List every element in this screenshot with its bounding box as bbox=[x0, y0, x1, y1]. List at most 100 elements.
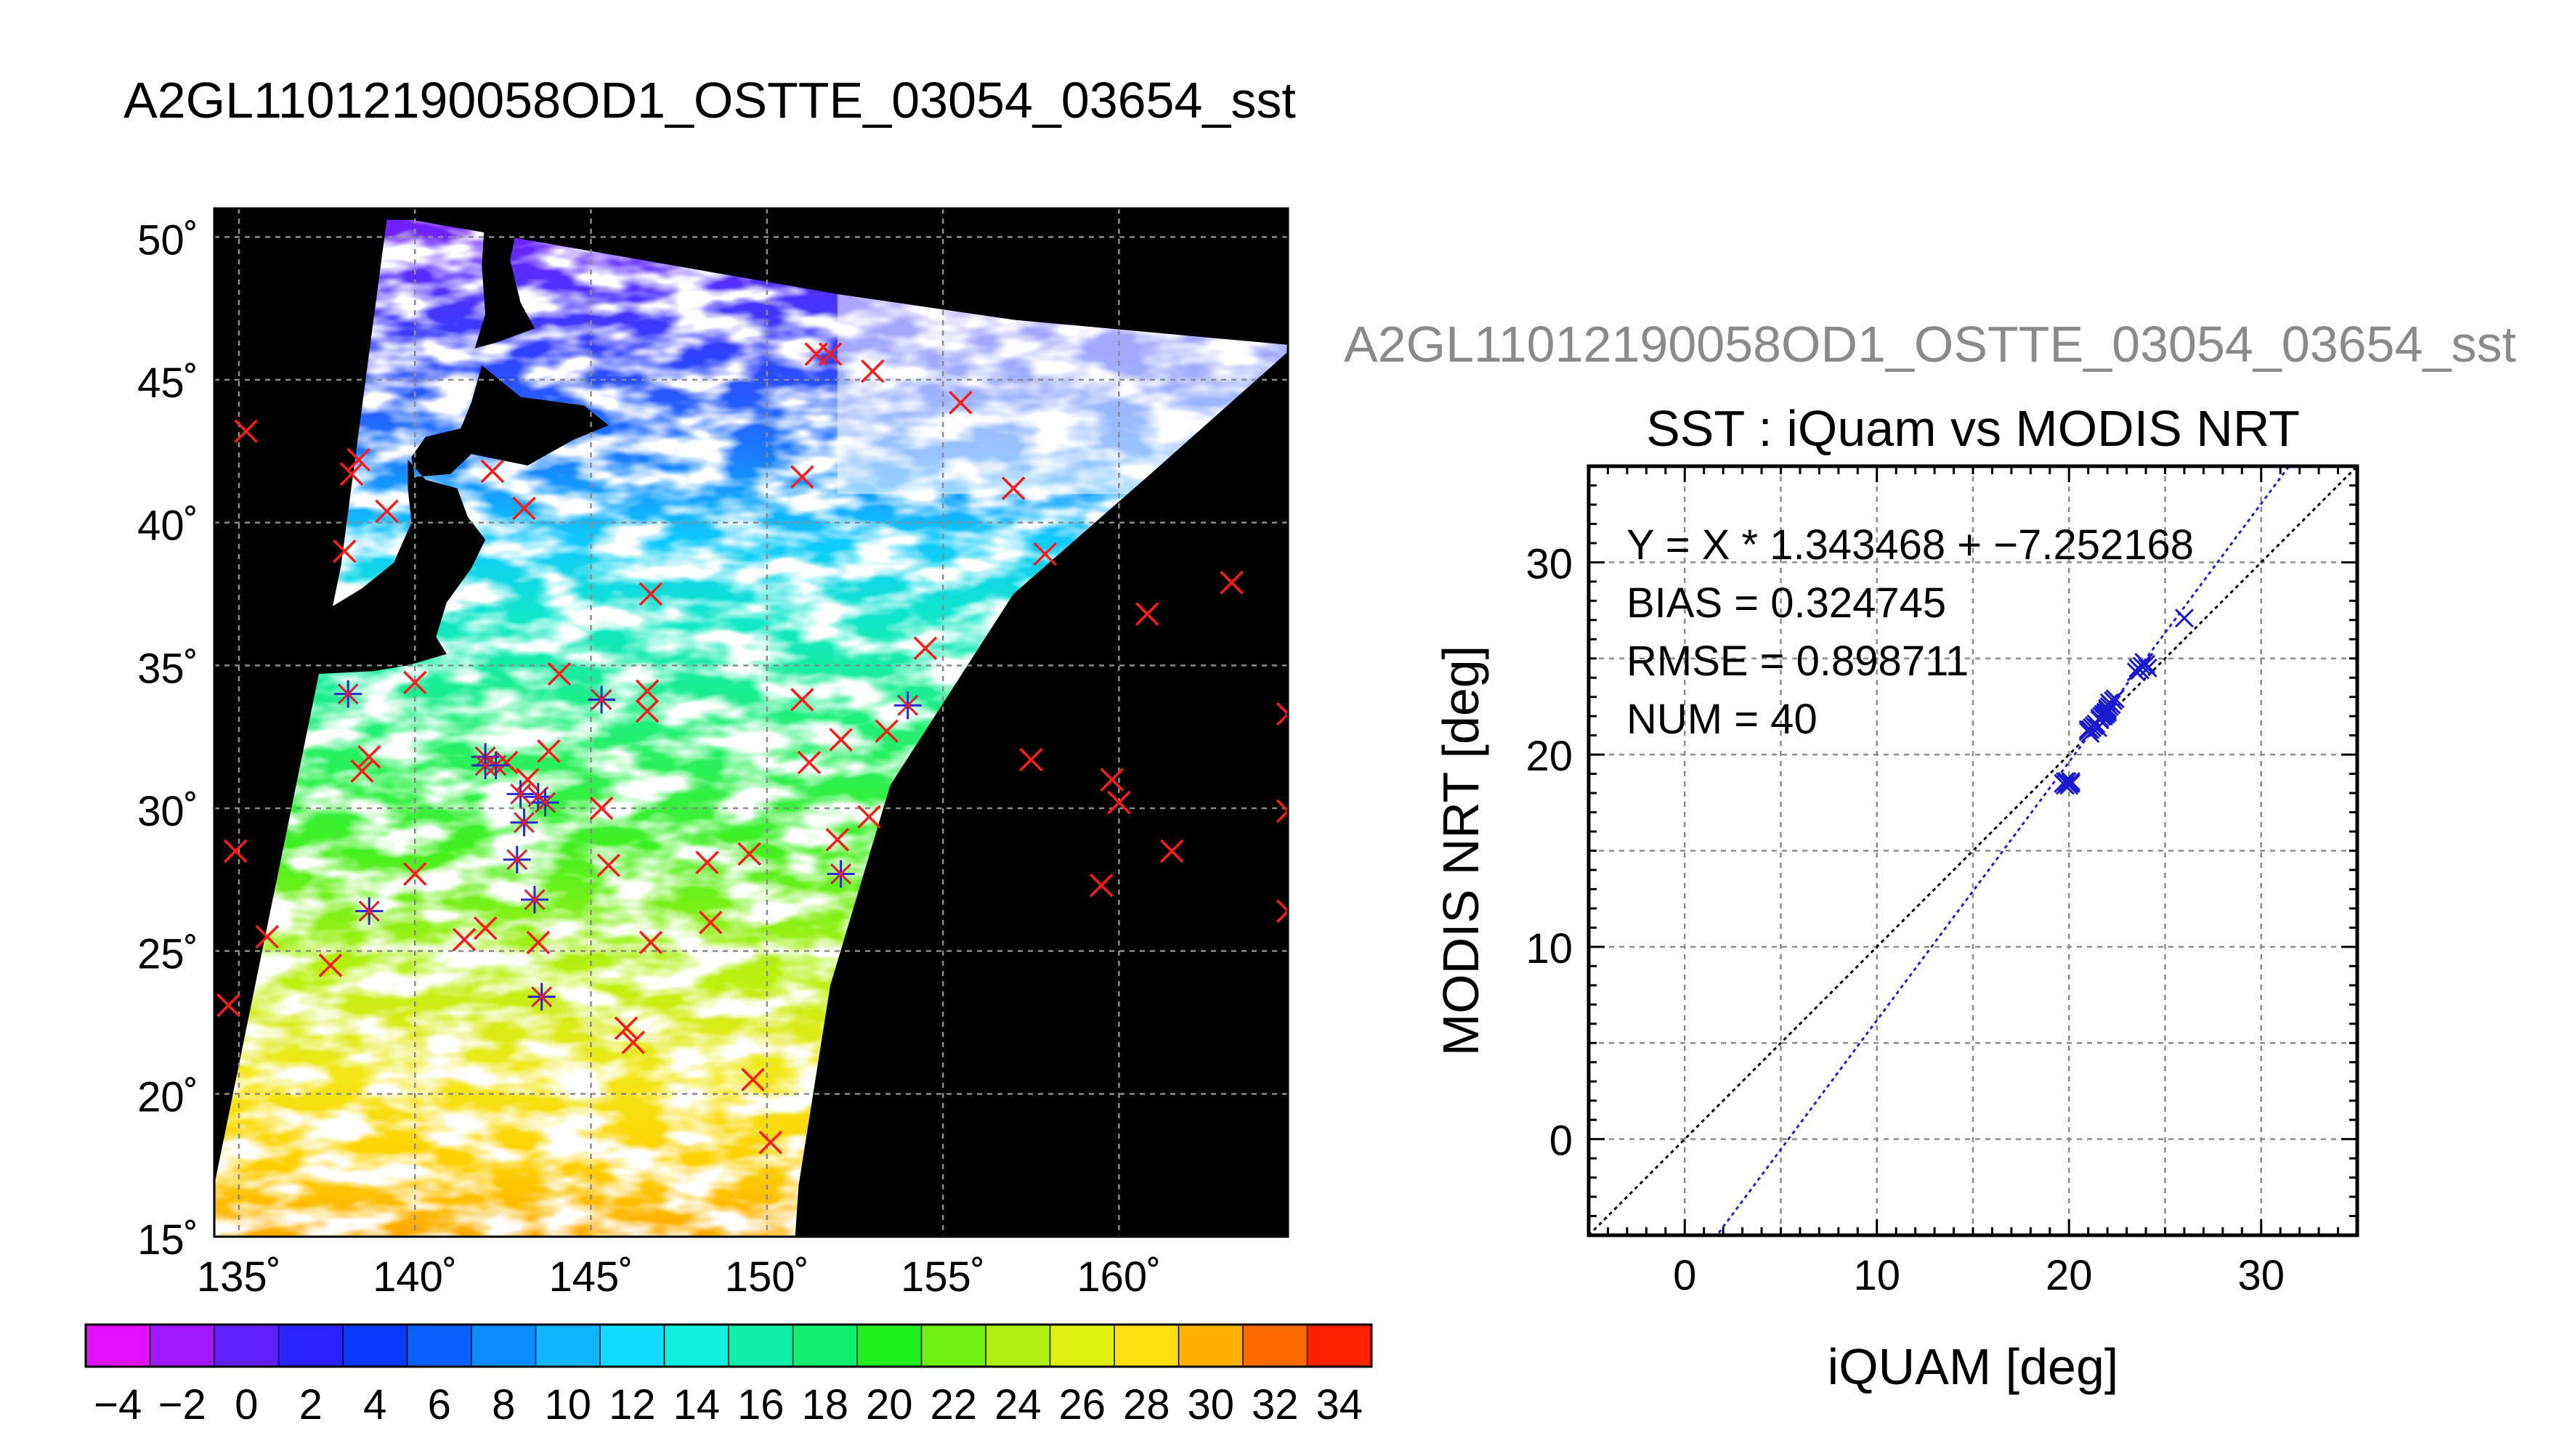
x-tick-label: 10 bbox=[1853, 1252, 1900, 1299]
data-point bbox=[2061, 773, 2080, 793]
lat-tick-label: 20˚ bbox=[137, 1073, 198, 1121]
colorbar-label: −2 bbox=[158, 1381, 206, 1428]
lon-tick-label: 145˚ bbox=[548, 1253, 633, 1301]
colorbar-cell bbox=[1307, 1325, 1372, 1367]
iquam-marker bbox=[790, 688, 814, 712]
iquam-marker bbox=[758, 1130, 782, 1155]
y-tick-label: 20 bbox=[1525, 733, 1573, 780]
lon-tick-label: 135˚ bbox=[197, 1253, 281, 1301]
colorbar-label: 14 bbox=[673, 1381, 720, 1428]
iquam-marker bbox=[1220, 571, 1244, 595]
colorbar-cell bbox=[729, 1325, 794, 1367]
data-point bbox=[2174, 609, 2195, 628]
lat-tick-label: 25˚ bbox=[137, 931, 198, 978]
iquam-marker bbox=[223, 839, 248, 863]
lon-tick-label: 160˚ bbox=[1077, 1253, 1161, 1301]
colorbar-labels: −4 −2 0 2 4 6 8 10 12 14 16 18 20 22 24 26 28 30 32 34 bbox=[94, 1381, 1363, 1428]
x-tick-label: 20 bbox=[2046, 1252, 2093, 1299]
iquam-marker bbox=[452, 927, 477, 952]
iquam-marker bbox=[537, 739, 561, 763]
iquam-markers bbox=[216, 342, 1288, 1155]
iquam-marker bbox=[350, 759, 374, 784]
data-point bbox=[2105, 689, 2125, 709]
lat-tick-label: 50˚ bbox=[137, 216, 198, 264]
iquam-marker bbox=[949, 391, 973, 415]
x-axis-label: iQUAM [deg] bbox=[1828, 1338, 2119, 1395]
scatter-points bbox=[2054, 609, 2195, 795]
colorbar-cell bbox=[857, 1325, 923, 1367]
scatter-plot: SST : iQuam vs MODIS NRT 0 10 20 300102030 … bbox=[1432, 400, 2359, 1395]
iquam-marker bbox=[639, 930, 663, 955]
colorbar-cell bbox=[86, 1325, 151, 1367]
colorbar-cell bbox=[1243, 1325, 1308, 1367]
colorbar-label: 4 bbox=[363, 1381, 386, 1428]
colorbar-cell bbox=[600, 1325, 665, 1367]
land-sakhalin bbox=[474, 208, 535, 349]
iquam-marker bbox=[1159, 839, 1184, 863]
colorbar-cell bbox=[278, 1325, 344, 1367]
scatter-ticks: 0 10 20 30 0 10 20 30 bbox=[1525, 465, 2359, 1299]
iquam-marker bbox=[635, 699, 660, 723]
colorbar-cell bbox=[343, 1325, 408, 1367]
colorbar-label: 18 bbox=[801, 1381, 848, 1428]
iquam-marker bbox=[347, 447, 370, 472]
colorbar-cell bbox=[1114, 1325, 1180, 1367]
iquam-marker bbox=[825, 828, 849, 852]
iquam-marker bbox=[1019, 747, 1043, 772]
iquam-marker bbox=[216, 993, 240, 1017]
iquam-marker bbox=[1276, 799, 1288, 823]
iquam-marker bbox=[402, 862, 427, 886]
matched-marker-overlay bbox=[359, 900, 380, 922]
lat-tick-label: 40˚ bbox=[137, 503, 198, 550]
colorbar-label: 10 bbox=[544, 1381, 591, 1428]
matched-marker-overlay bbox=[591, 689, 612, 710]
data-point bbox=[2080, 723, 2100, 744]
x-tick-label: 0 bbox=[1673, 1252, 1696, 1299]
iquam-marker bbox=[596, 853, 620, 877]
colorbar-label: 6 bbox=[428, 1381, 451, 1428]
colorbar-label: 20 bbox=[866, 1381, 913, 1428]
iquam-marker bbox=[357, 744, 381, 769]
matched-marker-overlay bbox=[897, 695, 918, 716]
lon-tick-label: 140˚ bbox=[373, 1253, 457, 1301]
colorbar-frame bbox=[84, 1323, 1373, 1368]
colorbar-label: −4 bbox=[94, 1381, 142, 1428]
map-frame bbox=[213, 207, 1289, 1238]
iquam-marker bbox=[790, 465, 814, 489]
iquam-marker bbox=[1100, 768, 1124, 792]
map-title: A2GL11012190058OD1_OSTTE_03054_03654_sst bbox=[123, 72, 1296, 129]
iquam-marker bbox=[860, 359, 885, 383]
iquam-marker bbox=[402, 670, 427, 695]
colorbar-cell bbox=[407, 1325, 472, 1367]
colorbar-label: 2 bbox=[299, 1381, 323, 1428]
colorbar-cell bbox=[1178, 1325, 1244, 1367]
iquam-marker bbox=[818, 342, 843, 366]
lat-tick-label: 30˚ bbox=[137, 788, 198, 835]
colorbar-label: 34 bbox=[1316, 1381, 1363, 1428]
iquam-marker bbox=[318, 953, 343, 977]
lon-tick-label: 150˚ bbox=[725, 1253, 809, 1301]
iquam-marker bbox=[737, 842, 761, 866]
matched-marker-overlay bbox=[531, 986, 552, 1007]
data-point bbox=[2099, 693, 2119, 712]
colorbar-cell bbox=[150, 1325, 215, 1367]
iquam-marker bbox=[339, 462, 364, 487]
colorbar-cell bbox=[471, 1325, 537, 1367]
matched-marker-overlay bbox=[535, 792, 556, 813]
iquam-marker bbox=[333, 539, 357, 564]
colorbar-label: 0 bbox=[235, 1381, 258, 1428]
data-point bbox=[2094, 704, 2113, 724]
colorbar-cell bbox=[1050, 1325, 1115, 1367]
data-point bbox=[2134, 652, 2154, 672]
matched-marker-overlay bbox=[510, 784, 531, 805]
colorbar-cell bbox=[664, 1325, 729, 1367]
matched-marker-overlay bbox=[830, 863, 851, 884]
iquam-marker bbox=[614, 1016, 639, 1041]
iquam-marker bbox=[375, 499, 399, 524]
colorbar-label: 28 bbox=[1123, 1381, 1170, 1428]
lat-tick-label: 45˚ bbox=[137, 359, 198, 407]
matched-marker-overlay bbox=[524, 889, 545, 910]
iquam-marker bbox=[1089, 873, 1114, 898]
iquam-marker bbox=[1107, 790, 1131, 815]
